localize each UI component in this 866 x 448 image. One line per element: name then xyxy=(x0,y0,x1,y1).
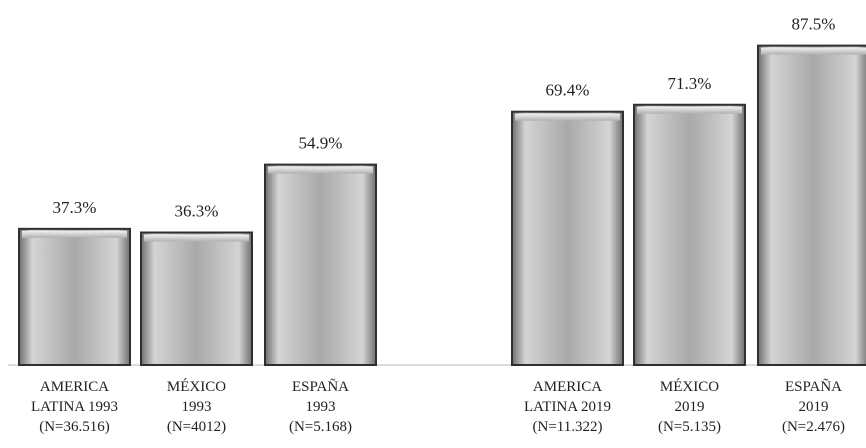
bar-2 xyxy=(140,231,253,366)
bar-bevel-6 xyxy=(761,47,866,55)
category-label-5: MÉXICO 2019 (N=5.135) xyxy=(658,378,721,435)
category-label-line: (N=5.168) xyxy=(289,419,352,435)
category-label-line: MÉXICO xyxy=(167,378,226,395)
category-label-line: (N=2.476) xyxy=(782,419,845,435)
bar-bevel-4 xyxy=(515,113,620,121)
bar-bevel-1 xyxy=(22,230,127,238)
bar-6 xyxy=(757,44,866,366)
category-label-6: ESPAÑA 2019 (N=2.476) xyxy=(782,379,845,435)
category-label-line: MÉXICO xyxy=(660,378,719,395)
bar-rect-1 xyxy=(18,227,131,366)
bar-rect-2 xyxy=(140,231,253,366)
bar-bevel-2 xyxy=(144,234,249,242)
bar-1 xyxy=(18,227,131,366)
bar-5 xyxy=(633,103,746,366)
category-label-3: ESPAÑA 1993 (N=5.168) xyxy=(289,379,352,435)
category-label-line: 1993 xyxy=(182,399,212,415)
category-label-line: ESPAÑA xyxy=(785,379,842,395)
category-label-4: AMERICA LATINA 2019 (N=11.322) xyxy=(524,379,611,435)
category-label-line: (N=5.135) xyxy=(658,419,721,435)
category-label-line: LATINA 2019 xyxy=(524,399,611,415)
category-label-line: 1993 xyxy=(306,399,336,415)
category-label-line: LATINA 1993 xyxy=(31,399,118,415)
bars-group xyxy=(18,44,866,366)
bar-3 xyxy=(264,163,377,366)
category-label-1: AMERICA LATINA 1993 (N=36.516) xyxy=(31,379,118,435)
category-label-line: 2019 xyxy=(799,399,829,415)
bar-rect-3 xyxy=(264,163,377,366)
category-label-line: (N=11.322) xyxy=(533,419,603,435)
category-label-line: ESPAÑA xyxy=(292,379,349,395)
category-label-line: (N=36.516) xyxy=(39,419,110,435)
bar-rect-6 xyxy=(757,44,866,366)
bar-rect-5 xyxy=(633,103,746,366)
value-labels-group: 37.3% 36.3% 54.9% 69.4% 71.3% 87.5% xyxy=(53,15,836,221)
value-label-3: 54.9% xyxy=(299,134,343,153)
category-label-line: 2019 xyxy=(675,399,705,415)
value-label-2: 36.3% xyxy=(175,202,219,221)
value-label-4: 69.4% xyxy=(546,81,590,100)
bar-rect-4 xyxy=(511,110,624,366)
value-label-6: 87.5% xyxy=(792,15,836,34)
category-label-2: MÉXICO 1993 (N=4012) xyxy=(167,378,226,435)
value-label-5: 71.3% xyxy=(668,74,712,93)
value-label-1: 37.3% xyxy=(53,198,97,217)
category-labels-group: AMERICA LATINA 1993 (N=36.516) MÉXICO 1993 (N… xyxy=(31,378,845,435)
bar-bevel-5 xyxy=(637,106,742,114)
category-label-line: AMERICA xyxy=(533,379,602,395)
category-label-line: (N=4012) xyxy=(167,419,226,435)
bar-bevel-3 xyxy=(268,166,373,174)
bar-4 xyxy=(511,110,624,366)
category-label-line: AMERICA xyxy=(40,379,109,395)
